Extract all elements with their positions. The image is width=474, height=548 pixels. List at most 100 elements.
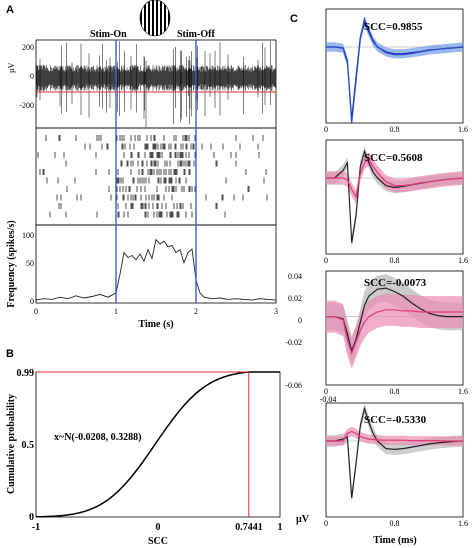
time-tick-3: 3: [274, 307, 278, 316]
waveform-plot-1: 0 0.8 1.6: [324, 8, 468, 134]
distribution-label: x~N(-0.0208, 0.3288): [54, 432, 141, 443]
freq-axis-label: Frequency (spikes/s): [6, 220, 17, 307]
raster-frame: [35, 127, 277, 226]
waveform-frame: [325, 8, 464, 124]
stim-on-label: Stim-On: [90, 29, 127, 40]
wave-xtick: 1.6: [458, 125, 468, 134]
grating-bar: [168, 0, 170, 36]
freq-tick-0: 0: [30, 297, 34, 306]
psth-frame: [35, 224, 277, 304]
time-tick-1: 1: [114, 307, 118, 316]
cdf-xtick-minus1: -1: [32, 522, 40, 533]
wave3-tick-002: 0.02: [288, 294, 302, 303]
grating-stimulus-icon: [140, 0, 170, 36]
raster-trial-row: [84, 143, 259, 150]
raw-trace-panel: µV 200 0 -200: [7, 39, 277, 129]
series-line: [326, 309, 463, 355]
wave-xtick: 1.6: [458, 256, 468, 265]
waveform-plot-4: 0 0.8 1.6: [324, 402, 468, 528]
waveform-frame: [325, 402, 464, 518]
cdf-curve: [35, 371, 280, 518]
series-line: [326, 149, 464, 243]
cdf-ytick-0: 0: [29, 512, 34, 523]
grating-bar: [156, 0, 158, 36]
cdf-ylabel: Cumulative probability: [6, 394, 17, 494]
grating-bar: [144, 0, 146, 36]
raster-trial-row: [58, 203, 218, 209]
wave-xtick: 0.8: [390, 256, 400, 265]
panel-label-b: B: [6, 348, 14, 360]
series-line: [326, 287, 463, 353]
wave-xtick: 0: [324, 519, 328, 528]
grating-bar: [160, 0, 162, 36]
raster-trial-row: [45, 135, 264, 141]
raw-voltage-trace: [36, 41, 276, 127]
series-line: [326, 430, 463, 442]
series-line: [326, 20, 464, 120]
spike-raster-panel: [35, 127, 277, 226]
wave-xtick: 0.8: [390, 125, 400, 134]
waveform-plot-3: 0 0.8 1.6: [324, 270, 468, 396]
psth-panel: 100 50 0 Frequency (spikes/s) 0 1 2 3 Ti…: [6, 220, 278, 330]
raster-trial-row: [56, 194, 268, 201]
series-line: [326, 158, 464, 199]
cdf-panel: x~N(-0.0208, 0.3288) 0.99 0.5 0 Cumulati…: [6, 368, 283, 547]
wave-xtick: 0: [324, 125, 328, 134]
uv-tick-minus-200: -200: [19, 101, 34, 110]
wave3-tick-0: 0: [298, 316, 302, 325]
uv-axis-label: µV: [7, 62, 16, 73]
wave3-tick-004: 0.04: [288, 272, 302, 281]
raster-trial-row: [49, 211, 226, 218]
uv-tick-200: 200: [22, 43, 34, 52]
cdf-xtick-07441: 0.7441: [235, 522, 263, 533]
time-axis-label: Time (s): [138, 319, 173, 330]
grating-bar: [152, 0, 154, 36]
time-tick-2: 2: [194, 307, 198, 316]
cdf-frame: [35, 371, 281, 518]
stim-off-label: Stim-Off: [177, 29, 215, 40]
cdf-ytick-05: 0.5: [22, 440, 35, 451]
uv-tick-0: 0: [30, 72, 34, 81]
wave-xtick: 0: [324, 387, 328, 396]
grating-bar: [164, 0, 166, 36]
raster-trial-row: [46, 177, 265, 184]
raster-trial-row: [39, 169, 267, 175]
wave3-tick-minus004: -0.04: [320, 395, 337, 404]
cdf-xlabel: SCC: [148, 536, 168, 547]
freq-tick-50: 50: [26, 259, 34, 268]
wave-xtick: 0: [324, 256, 328, 265]
grating-bar: [148, 0, 150, 36]
wave-xtick: 1.6: [458, 519, 468, 528]
cdf-xtick-0: 0: [156, 522, 161, 533]
scc-title-4: SCC=-0.5330: [364, 414, 427, 426]
waveform-frame: [325, 139, 464, 255]
raster-trial-row: [66, 186, 250, 192]
series-error-band: [326, 17, 463, 124]
series-line: [326, 16, 464, 124]
scc-title-3: SCC=-0.0073: [364, 277, 427, 289]
panel-label-a: A: [6, 4, 14, 16]
raw-trace-path: [36, 41, 276, 127]
wave-xtick: 1.6: [458, 387, 468, 396]
raster-trial-row: [65, 160, 237, 167]
wave-xtick: 0.8: [390, 387, 400, 396]
wave-xtick: 0.8: [390, 519, 400, 528]
scc-title-1: SCC=0.9855: [364, 21, 423, 33]
freq-tick-100: 100: [22, 231, 34, 240]
waveform-plot-2: 0 0.8 1.6: [324, 139, 468, 265]
series-error-band: [326, 152, 463, 204]
raster-trial-row: [37, 152, 260, 158]
cdf-ytick-099: 0.99: [17, 368, 35, 379]
panel-label-c: C: [290, 13, 298, 25]
wave3-tick-minus006: -0.06: [285, 381, 302, 390]
cdf-xtick-1: 1: [278, 522, 283, 533]
time-tick-0: 0: [34, 307, 38, 316]
spike-raster: [37, 135, 268, 218]
wave3-tick-minus002: -0.02: [285, 338, 302, 347]
scc-title-2: SCC=0.5608: [364, 152, 423, 164]
series-line: [326, 406, 464, 499]
psth-rate-line: [35, 238, 277, 301]
grating-bar: [140, 0, 142, 36]
wave-xlabel-time: Time (ms): [373, 535, 416, 546]
